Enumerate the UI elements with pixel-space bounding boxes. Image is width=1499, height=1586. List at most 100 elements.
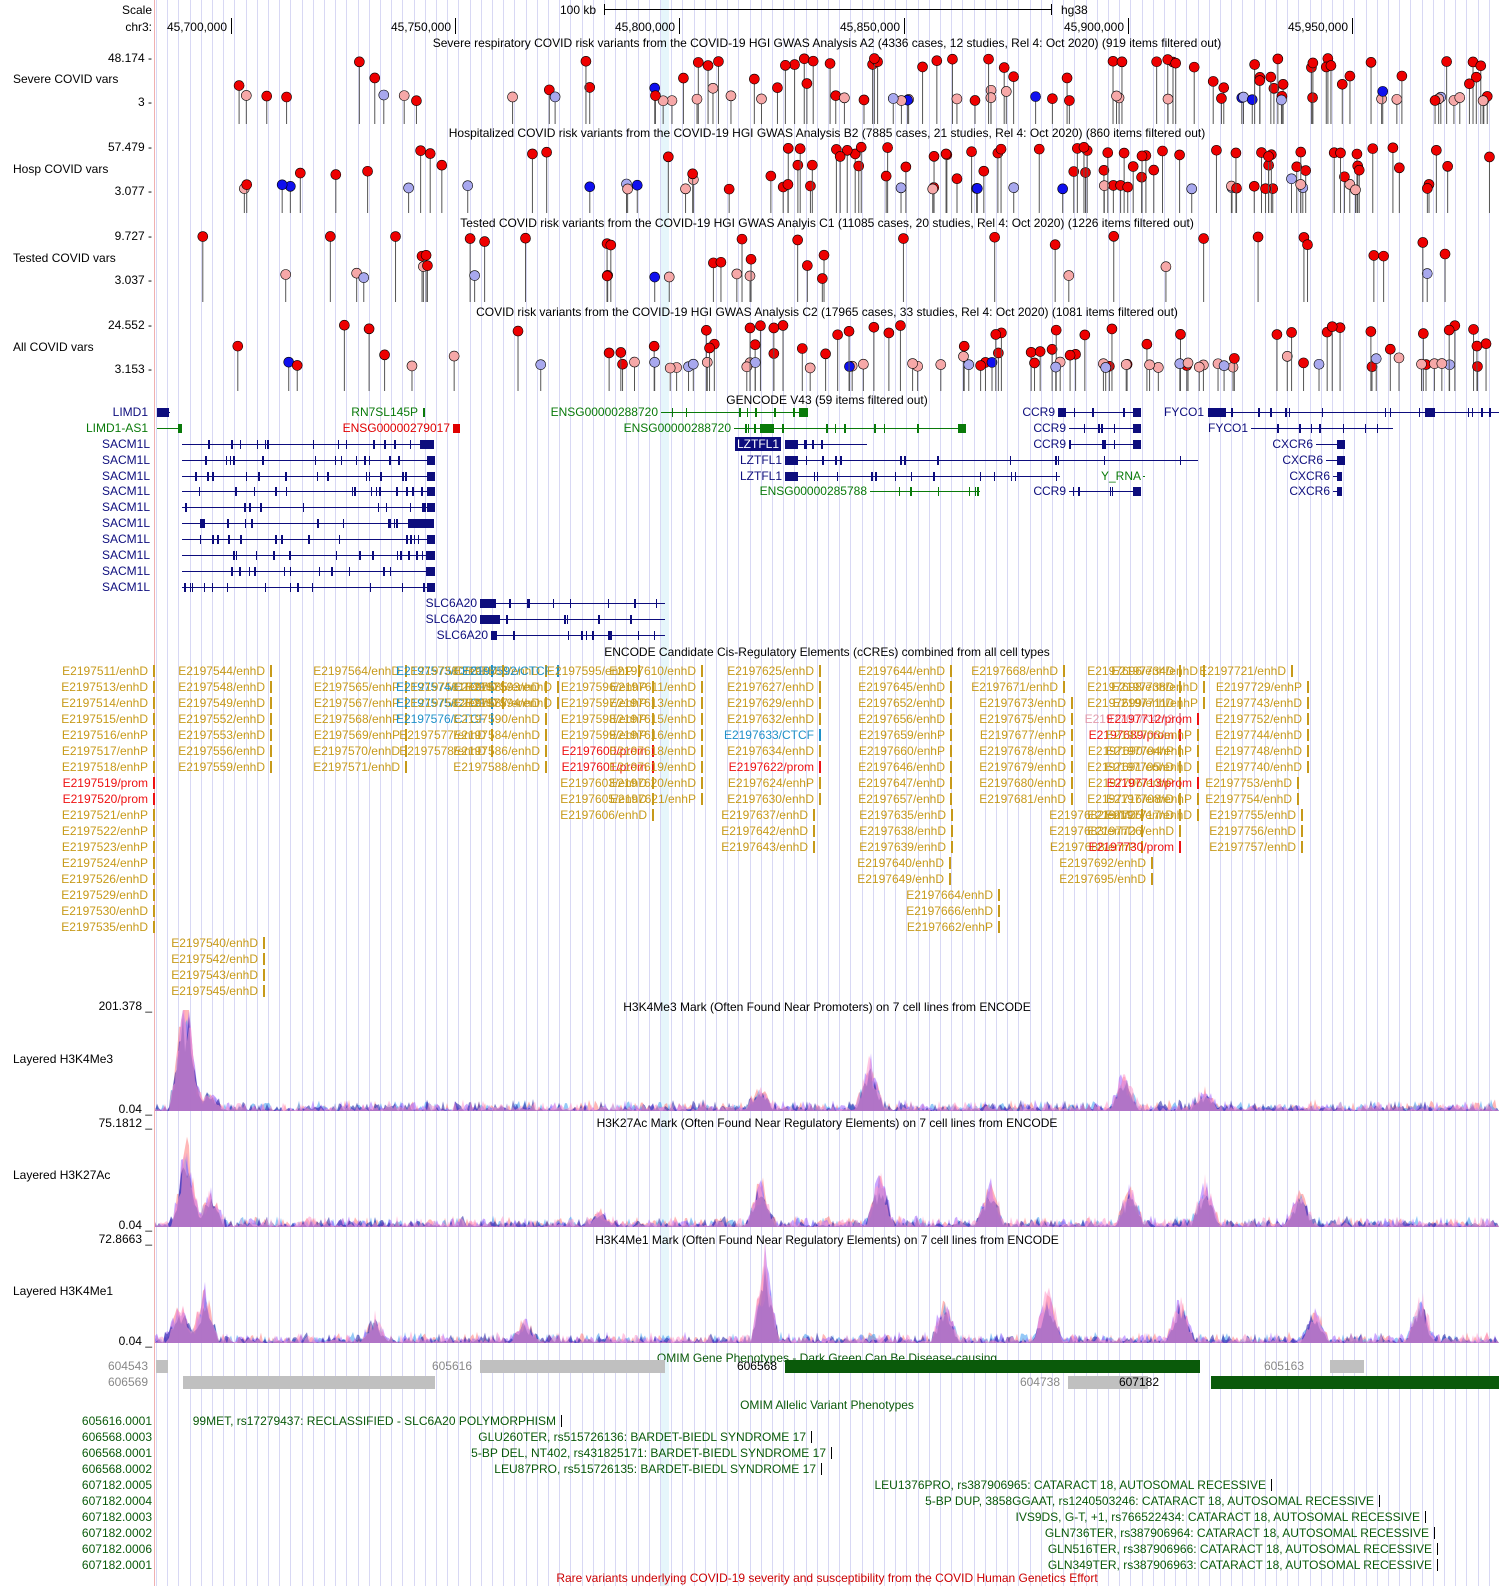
- severe-track-label[interactable]: Severe COVID vars: [13, 72, 119, 86]
- variant-point[interactable]: [895, 320, 906, 331]
- ccre-label[interactable]: E2197516/enhP: [61, 728, 148, 742]
- tested-track-label[interactable]: Tested COVID vars: [13, 251, 116, 265]
- ccre-label[interactable]: E2197578/enhD: [399, 744, 486, 758]
- variant-point[interactable]: [678, 72, 689, 84]
- ccre-label[interactable]: E2197692/enhD: [1059, 856, 1146, 870]
- ccre-label[interactable]: E2197721/enhD: [1199, 664, 1286, 678]
- ccre-label[interactable]: E2197515/enhD: [61, 712, 148, 726]
- variant-point[interactable]: [650, 90, 661, 101]
- ccre-label[interactable]: E2197548/enhD: [178, 680, 265, 694]
- variant-point[interactable]: [972, 183, 983, 194]
- variant-point[interactable]: [804, 362, 816, 374]
- variant-point[interactable]: [947, 53, 958, 65]
- variant-point[interactable]: [744, 270, 756, 282]
- omim-gene-id[interactable]: 605616: [431, 1359, 472, 1373]
- ccre-label[interactable]: E2197642/enhD: [721, 824, 808, 838]
- variant-point[interactable]: [755, 320, 766, 332]
- ccre-label[interactable]: E2197643/enhD: [721, 840, 808, 854]
- h3k4me1-track-label[interactable]: Layered H3K4Me1: [13, 1284, 114, 1298]
- variant-point[interactable]: [605, 239, 617, 251]
- variant-point[interactable]: [832, 329, 843, 341]
- variant-point[interactable]: [1078, 142, 1090, 153]
- ccre-label[interactable]: E2197603/enhD: [560, 776, 647, 790]
- ccre-label[interactable]: E2197639/enhD: [859, 840, 946, 854]
- variant-point[interactable]: [1418, 328, 1429, 339]
- h3k27ac-track-label[interactable]: Layered H3K27Ac: [13, 1168, 111, 1182]
- variant-point[interactable]: [1365, 326, 1377, 337]
- variant-point[interactable]: [1122, 181, 1134, 193]
- variant-point[interactable]: [1230, 147, 1242, 159]
- ccre-label[interactable]: E2197605/enhD: [560, 792, 647, 806]
- ccre-label[interactable]: E2197744/enhD: [1215, 728, 1302, 742]
- ccre-label[interactable]: E2197717/enhD: [1105, 808, 1192, 822]
- gene-label[interactable]: ENSG00000279017: [342, 421, 450, 435]
- variant-point[interactable]: [276, 179, 288, 191]
- variant-point[interactable]: [1298, 357, 1309, 369]
- ccre-label[interactable]: E2197706/enhP: [1087, 776, 1174, 790]
- gene-label[interactable]: SACM1L: [101, 437, 150, 451]
- gene-label[interactable]: SACM1L: [101, 516, 150, 530]
- ccre-label[interactable]: E2197640/enhD: [857, 856, 944, 870]
- variant-point[interactable]: [232, 340, 244, 352]
- histone-signal-svg[interactable]: [155, 1010, 1499, 1113]
- variant-point[interactable]: [817, 273, 828, 284]
- variant-point[interactable]: [422, 260, 433, 271]
- variant-point[interactable]: [379, 349, 390, 361]
- ccre-label[interactable]: E2197690/enhP: [1087, 744, 1174, 758]
- variant-point[interactable]: [731, 268, 743, 280]
- variant-point[interactable]: [648, 340, 660, 352]
- variant-point[interactable]: [197, 231, 209, 242]
- omim-allelic-text[interactable]: GLN516TER, rs387906966: CATARACT 18, AUT…: [1047, 1542, 1432, 1556]
- variant-point[interactable]: [701, 325, 712, 336]
- omim-gene-id[interactable]: 604738: [1019, 1375, 1060, 1389]
- gene-label[interactable]: SLC6A20: [425, 596, 477, 610]
- variant-point[interactable]: [369, 72, 381, 84]
- gene-label[interactable]: LZTFL1: [739, 453, 782, 467]
- variant-point[interactable]: [998, 62, 1010, 73]
- gene-label[interactable]: RN7SL145P: [351, 405, 418, 419]
- variant-point[interactable]: [241, 179, 253, 190]
- variant-point[interactable]: [1421, 268, 1433, 279]
- variant-point[interactable]: [403, 182, 414, 194]
- variant-point[interactable]: [543, 84, 555, 96]
- ccre-label[interactable]: E2197756/enhD: [1209, 824, 1296, 838]
- variant-point[interactable]: [883, 327, 895, 339]
- ccre-label[interactable]: E2197581/enhD: [410, 680, 497, 694]
- variant-point[interactable]: [1302, 239, 1313, 251]
- variant-point[interactable]: [907, 358, 918, 369]
- ccre-label[interactable]: E2197711/enhP: [1112, 696, 1198, 710]
- variant-point[interactable]: [1141, 338, 1153, 350]
- variant-point[interactable]: [1291, 161, 1303, 173]
- variant-point[interactable]: [704, 342, 715, 354]
- variant-point[interactable]: [325, 231, 336, 242]
- ccre-label[interactable]: E2197712/prom: [1106, 712, 1192, 726]
- variant-point[interactable]: [1033, 143, 1045, 155]
- variant-point[interactable]: [1454, 92, 1466, 103]
- variant-point[interactable]: [1367, 143, 1379, 154]
- variant-point[interactable]: [1118, 147, 1130, 159]
- ccre-label[interactable]: E2197568/enhP: [313, 712, 400, 726]
- ccre-label[interactable]: E2197576/CTCF: [395, 712, 486, 726]
- variant-point[interactable]: [1120, 359, 1132, 370]
- variant-point[interactable]: [469, 270, 480, 281]
- gene-label[interactable]: CCR9: [1033, 421, 1066, 435]
- omim-allelic-text[interactable]: LEU87PRO, rs515726135: BARDET-BIEDL SYND…: [494, 1462, 816, 1476]
- variant-point[interactable]: [794, 143, 806, 155]
- ccre-label[interactable]: E2197681/enhD: [979, 792, 1066, 806]
- ccre-label[interactable]: E2197535/enhD: [61, 920, 148, 934]
- variant-point[interactable]: [928, 151, 940, 162]
- variant-point[interactable]: [1263, 151, 1274, 162]
- variant-point[interactable]: [1439, 248, 1451, 260]
- gene-label[interactable]: LZTFL1: [739, 469, 782, 483]
- variant-point[interactable]: [1429, 95, 1441, 106]
- variant-point[interactable]: [436, 159, 448, 171]
- variant-point[interactable]: [858, 358, 869, 370]
- variant-point[interactable]: [479, 236, 490, 247]
- variant-point[interactable]: [1049, 239, 1061, 251]
- variant-point[interactable]: [1335, 147, 1346, 159]
- variant-point[interactable]: [261, 90, 273, 102]
- ccre-label[interactable]: E2197656/enhD: [858, 712, 945, 726]
- variant-point[interactable]: [983, 53, 994, 65]
- variant-point[interactable]: [1064, 95, 1075, 106]
- ccre-label[interactable]: E2197657/enhD: [858, 792, 945, 806]
